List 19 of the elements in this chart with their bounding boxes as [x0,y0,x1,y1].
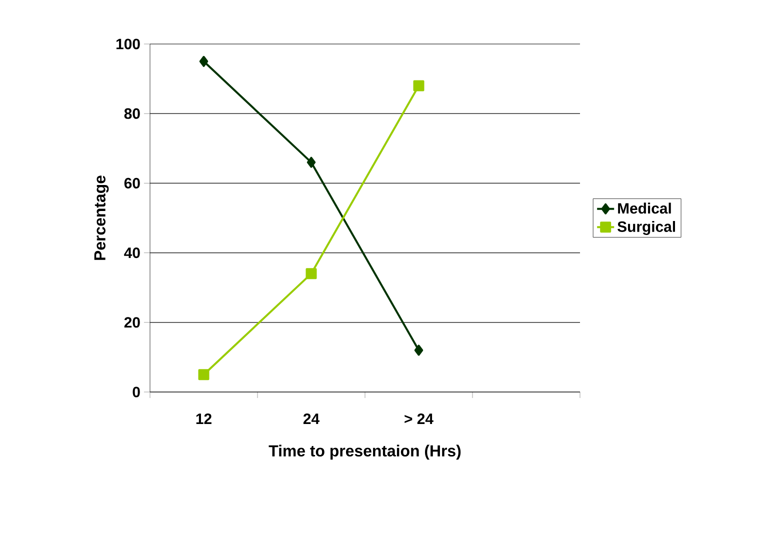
y-tick-label: 0 [132,386,140,398]
y-tick-label: 100 [116,38,140,50]
point [306,268,317,280]
x-tick-label: 12 [196,414,212,424]
y-axis-title: Percentage [94,176,109,260]
x-tick-label: > 24 [404,414,434,424]
legend-label: Surgical [618,220,675,235]
point [306,156,316,168]
y-tick-label: 60 [124,178,140,188]
y-tick-label: 80 [124,108,140,119]
x-tick-label: 24 [303,414,320,424]
x-axis-title: Time to presentaion (Hrs) [268,444,461,460]
y-tick-label: 20 [124,317,140,328]
legend-label: Medical [618,202,671,214]
point [413,80,424,92]
point [414,344,424,356]
point [199,56,208,67]
y-tick-label: 40 [124,248,140,258]
point [198,369,210,380]
